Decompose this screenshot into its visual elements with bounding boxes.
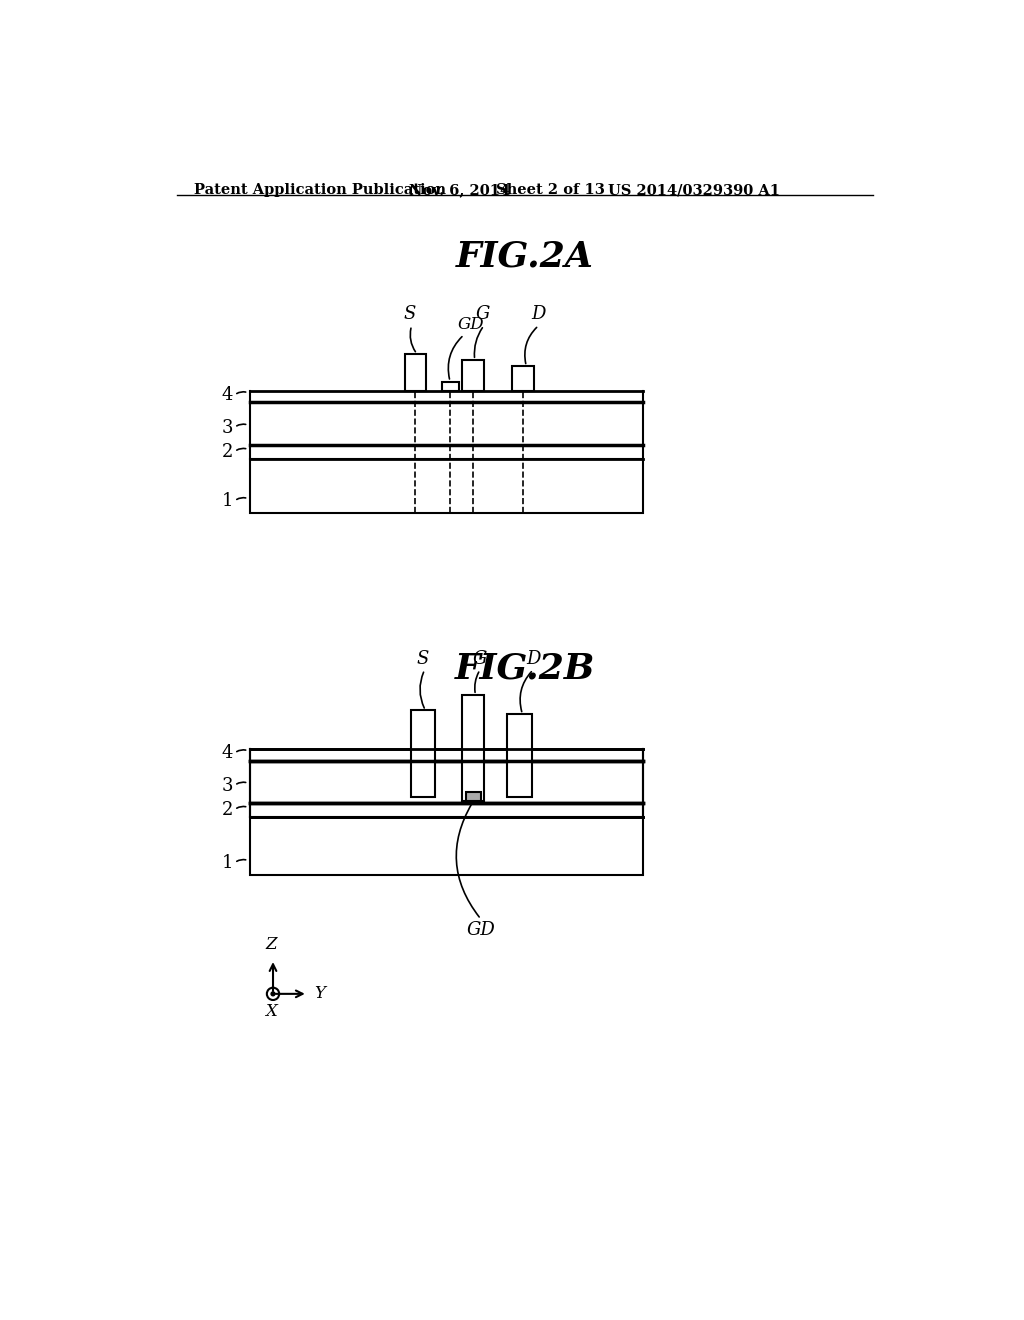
Text: Sheet 2 of 13: Sheet 2 of 13 [497,183,605,197]
Text: 1: 1 [221,492,233,510]
Text: D: D [526,651,541,668]
Text: D: D [531,305,546,323]
Text: Y: Y [313,985,325,1002]
Text: Nov. 6, 2014: Nov. 6, 2014 [410,183,510,197]
Text: 1: 1 [221,854,233,873]
Text: 4: 4 [221,387,233,404]
Text: 2: 2 [221,442,233,461]
Bar [404,354,426,391]
Bar [463,696,484,801]
Text: Patent Application Publication: Patent Application Publication [194,183,445,197]
Text: G: G [472,651,486,668]
Text: S: S [403,305,416,323]
Text: US 2014/0329390 A1: US 2014/0329390 A1 [608,183,780,197]
Text: FIG.2A: FIG.2A [456,239,594,273]
Bar [466,792,481,801]
Bar [250,817,643,875]
Text: 2: 2 [221,801,233,818]
Text: FIG.2B: FIG.2B [455,651,595,685]
Text: GD: GD [467,921,496,939]
Text: G: G [475,305,489,323]
Circle shape [271,991,274,995]
Bar [411,710,435,797]
Text: S: S [417,651,429,668]
Text: GD: GD [458,317,484,333]
Bar [463,360,484,391]
Text: 4: 4 [221,744,233,762]
Bar [507,714,531,797]
Text: X: X [265,1003,278,1020]
Bar [512,367,535,391]
Text: Z: Z [265,936,278,953]
Text: 3: 3 [221,418,233,437]
Bar [441,381,459,391]
Bar [250,459,643,512]
Text: 3: 3 [221,776,233,795]
